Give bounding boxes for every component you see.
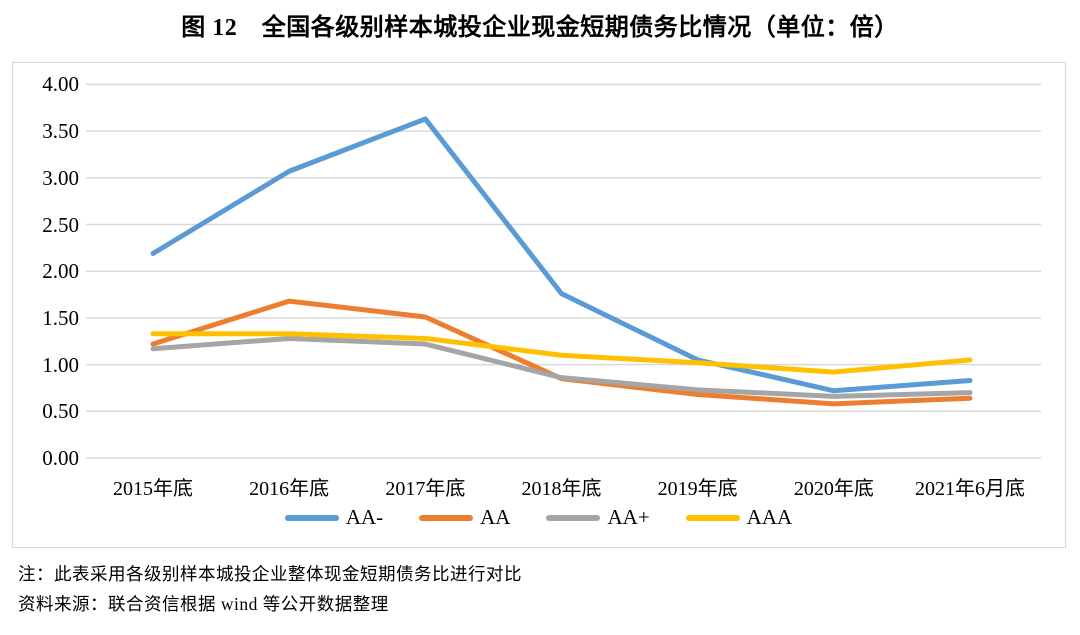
y-tick-label: 1.50 bbox=[42, 305, 79, 330]
series-line-AA+ bbox=[150, 335, 973, 399]
x-tick-label: 2016年底 bbox=[249, 478, 330, 500]
chart-legend: AA- AA AA+ AAA bbox=[13, 505, 1064, 530]
legend-item-AA+: AA+ bbox=[546, 505, 650, 530]
legend-item-AA: AA bbox=[419, 505, 510, 530]
y-tick-label: 1.00 bbox=[42, 352, 79, 377]
legend-item-AA-: AA- bbox=[284, 505, 384, 530]
chart-area: 4.00 3.50 3.00 2.50 2.00 1.50 1.00 0.50 0.00 201… bbox=[12, 62, 1066, 548]
x-tick-label: 2015年底 bbox=[113, 478, 193, 500]
legend-label: AA- bbox=[345, 505, 384, 529]
y-tick-label: 0.00 bbox=[42, 446, 79, 470]
legend-swatch-icon bbox=[284, 514, 339, 521]
legend-item-AAA: AAA bbox=[685, 505, 793, 530]
legend-label: AAA bbox=[746, 505, 793, 529]
legend-label: AA bbox=[480, 505, 511, 529]
x-tick-label: 2021年6月底 bbox=[915, 478, 1026, 500]
y-tick-label: 3.00 bbox=[42, 165, 79, 190]
y-tick-label: 2.00 bbox=[42, 259, 79, 284]
y-tick-label: 3.50 bbox=[42, 119, 79, 144]
legend-swatch-icon bbox=[546, 514, 601, 521]
x-tick-label: 2018年底 bbox=[521, 478, 602, 500]
chart-title: 图 12 全国各级别样本城投企业现金短期债务比情况（单位：倍） bbox=[181, 15, 899, 41]
x-tick-label: 2017年底 bbox=[385, 478, 466, 500]
line-chart-plot bbox=[86, 83, 1041, 459]
chart-note: 注：此表采用各级别样本城投企业整体现金短期债务比进行对比 bbox=[18, 564, 522, 584]
legend-swatch-icon bbox=[685, 514, 740, 521]
x-tick-label: 2019年底 bbox=[657, 478, 738, 500]
y-tick-label: 4.00 bbox=[42, 72, 79, 97]
legend-label: AA+ bbox=[607, 505, 650, 529]
y-tick-label: 0.50 bbox=[42, 399, 79, 424]
y-tick-label: 2.50 bbox=[42, 212, 79, 237]
legend-swatch-icon bbox=[419, 514, 474, 521]
series-line-AAA bbox=[150, 331, 973, 375]
x-tick-label: 2020年底 bbox=[793, 478, 874, 500]
gridlines-group bbox=[86, 83, 1041, 459]
series-line-AA- bbox=[150, 116, 973, 394]
chart-source: 资料来源：联合资信根据 wind 等公开数据整理 bbox=[18, 594, 389, 614]
